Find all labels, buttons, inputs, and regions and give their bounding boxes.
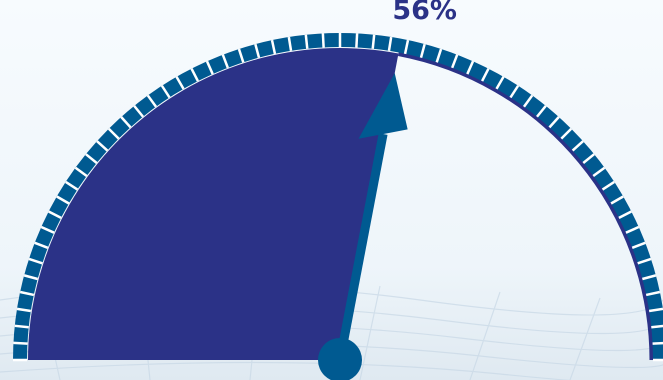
gauge-tick: [146, 94, 158, 108]
gauge-value-label: 56%: [392, 0, 457, 26]
gauge-tick: [74, 166, 88, 178]
gauge-tick: [582, 153, 595, 164]
gauge-tick: [371, 34, 376, 49]
gauge-tick: [403, 39, 410, 55]
gauge-tick: [522, 94, 534, 108]
gauge-tick: [287, 36, 293, 52]
gauge-remaining-arc: [397, 51, 655, 361]
gauge-tick: [14, 324, 29, 329]
gauge-tick: [631, 241, 646, 249]
gauge-tick: [48, 210, 62, 220]
gauge-ticks: [13, 33, 663, 362]
gauge-tick: [120, 116, 132, 129]
gauge-tick: [618, 210, 632, 220]
gauge-tick: [160, 85, 171, 99]
gauge-tick: [34, 241, 49, 249]
gauge-tick: [355, 33, 359, 48]
gauge-tick: [304, 34, 309, 49]
gauge-tick: [254, 43, 261, 58]
gauge-needle: [335, 133, 388, 361]
gauge-tick: [190, 68, 200, 82]
gauge-tick: [637, 257, 652, 265]
gauge-tick: [19, 290, 35, 297]
gauge-tick: [28, 257, 43, 265]
gauge-tick: [56, 195, 70, 205]
gauge-tick: [435, 48, 443, 63]
gauge-tick: [321, 33, 325, 48]
gauge-tick: [85, 153, 98, 164]
gauge-tick: [387, 36, 393, 52]
gauge-tick: [592, 166, 606, 178]
gauge-tick: [571, 140, 584, 152]
gauge-tick: [625, 225, 640, 234]
gauge-fill-sector: [28, 48, 399, 361]
gauge-tick: [642, 274, 657, 281]
gauge-tick: [560, 127, 573, 140]
gauge-tick: [237, 48, 245, 63]
gauge-tick: [13, 341, 28, 345]
gauge-tick: [96, 140, 109, 152]
gauge-tick: [466, 60, 475, 75]
gauge-tick: [480, 68, 490, 82]
gauge-needle-head: [358, 73, 408, 139]
gauge-tick: [648, 307, 663, 313]
gauge-tick: [419, 43, 426, 58]
gauge-tick: [610, 195, 624, 205]
gauge-tick: [495, 76, 505, 90]
gauge-tick: [16, 307, 32, 313]
gauge-tick: [601, 180, 615, 191]
gauge-tick: [548, 116, 560, 129]
gauge-tick: [40, 225, 55, 234]
gauge-tick: [451, 54, 459, 69]
gauge-tick: [205, 60, 214, 75]
gauge-tick: [536, 105, 547, 118]
gauge-tick: [270, 39, 277, 55]
gauge-tick: [107, 127, 120, 140]
gauge-tick: [652, 341, 663, 345]
gauge-tick: [133, 105, 144, 118]
gauge-tick: [509, 85, 520, 99]
gauge-tick: [65, 180, 79, 191]
gauge-tick: [221, 54, 229, 69]
gauge-tick: [651, 324, 663, 329]
gauge-tick: [175, 76, 185, 90]
gauge-tick: [23, 274, 38, 281]
gauge-needle-hub: [318, 338, 362, 380]
gauge-tick: [645, 290, 661, 297]
